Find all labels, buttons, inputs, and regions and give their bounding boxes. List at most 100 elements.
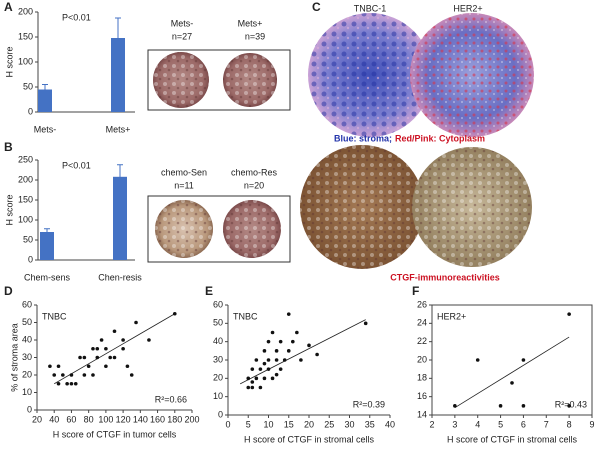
y-tick-label: 26 bbox=[417, 299, 427, 309]
point bbox=[278, 367, 283, 371]
y-tick-label: 10 bbox=[22, 387, 32, 397]
tissue-texture bbox=[412, 147, 532, 267]
point bbox=[147, 338, 151, 342]
x-tick-label: 40 bbox=[49, 414, 59, 424]
x-tick-label: 9 bbox=[589, 419, 594, 429]
y-tick-label: 60 bbox=[22, 299, 32, 309]
point bbox=[262, 349, 267, 353]
error-bar bbox=[115, 17, 121, 58]
x-tick-label: 100 bbox=[98, 414, 113, 424]
annotation: P<0.01 bbox=[62, 160, 91, 170]
point bbox=[307, 343, 311, 348]
image-label: HER2+ bbox=[453, 3, 482, 13]
annotation: R²=0.39 bbox=[353, 399, 385, 409]
histology-a: Mets- n=27 Mets+ n=39 bbox=[147, 18, 291, 111]
tissue-texture bbox=[308, 13, 432, 137]
x-tick-label: 200 bbox=[184, 414, 199, 424]
point bbox=[262, 361, 267, 366]
y-tick-label: 20 bbox=[22, 369, 32, 379]
y-tick-label: 100 bbox=[18, 214, 33, 224]
x-tick-label: 5 bbox=[498, 419, 503, 429]
point bbox=[125, 364, 130, 369]
image-label: n=11 bbox=[174, 180, 194, 190]
point bbox=[52, 373, 57, 377]
image-frame bbox=[147, 49, 291, 111]
error-bar bbox=[44, 228, 50, 236]
y-tick-label: 40 bbox=[213, 336, 223, 346]
image-label: TNBC-1 bbox=[354, 3, 387, 13]
point bbox=[299, 358, 303, 362]
y-tick-label: 50 bbox=[22, 317, 32, 327]
error-bar bbox=[117, 164, 123, 189]
histology-b: chemo-Sen n=11 chemo-Res n=20 bbox=[147, 167, 291, 263]
point bbox=[121, 346, 125, 351]
point bbox=[86, 364, 91, 369]
x-tick-label: 0 bbox=[225, 419, 230, 429]
tissue-texture bbox=[223, 200, 281, 258]
x-tick-label: Mets- bbox=[34, 124, 57, 134]
point bbox=[567, 404, 571, 408]
point bbox=[266, 339, 271, 344]
point bbox=[453, 404, 457, 408]
point bbox=[286, 349, 291, 353]
y-tick-label: 18 bbox=[417, 373, 427, 383]
point bbox=[246, 376, 251, 381]
point bbox=[56, 381, 61, 386]
point bbox=[99, 338, 104, 342]
point bbox=[246, 385, 251, 390]
point bbox=[291, 339, 295, 344]
annotation: R²=0.43 bbox=[555, 399, 587, 409]
x-tick-label: 10 bbox=[263, 419, 273, 429]
point bbox=[95, 346, 100, 351]
y-tick-label: 60 bbox=[213, 299, 223, 309]
trendline bbox=[454, 336, 570, 409]
panel-label: A bbox=[4, 0, 13, 14]
bar bbox=[113, 176, 127, 260]
tissue-texture bbox=[155, 200, 213, 258]
y-tick-label: 0 bbox=[28, 254, 33, 264]
point bbox=[510, 381, 514, 385]
point bbox=[254, 358, 259, 362]
point bbox=[498, 404, 503, 408]
y-tick-label: 0 bbox=[27, 404, 32, 414]
y-axis-label: H score bbox=[4, 46, 14, 77]
y-tick-label: 150 bbox=[18, 31, 33, 41]
point bbox=[56, 364, 61, 369]
x-tick-label: 8 bbox=[567, 419, 572, 429]
y-tick-label: 16 bbox=[417, 391, 427, 401]
image-label: chemo-Res bbox=[231, 167, 278, 177]
image-frame bbox=[147, 195, 291, 263]
error-bar bbox=[42, 84, 48, 95]
x-tick-label: 35 bbox=[365, 419, 375, 429]
tissue-texture bbox=[300, 145, 424, 269]
point bbox=[95, 355, 100, 360]
image-label: Mets- bbox=[171, 18, 194, 28]
point bbox=[258, 385, 263, 390]
bar bbox=[111, 38, 125, 112]
y-tick-label: 14 bbox=[417, 409, 427, 419]
x-tick-label: 20 bbox=[304, 419, 314, 429]
x-tick-label: Chem-sens bbox=[24, 272, 71, 282]
point bbox=[250, 385, 255, 390]
point bbox=[104, 364, 108, 369]
y-tick-label: 50 bbox=[213, 318, 223, 328]
image-label: Mets+ bbox=[238, 18, 263, 28]
subtitle: TNBC bbox=[233, 311, 258, 321]
point bbox=[266, 358, 271, 362]
tissue-texture bbox=[223, 53, 277, 107]
point bbox=[129, 373, 134, 377]
point bbox=[82, 373, 87, 377]
x-tick-label: 4 bbox=[475, 419, 480, 429]
x-tick-label: 25 bbox=[324, 419, 334, 429]
point bbox=[250, 380, 255, 384]
trendline bbox=[239, 319, 366, 385]
point bbox=[274, 358, 279, 362]
y-axis-label: % of stroma area bbox=[9, 323, 19, 392]
point bbox=[262, 376, 267, 381]
x-tick-label: 60 bbox=[66, 414, 76, 424]
x-tick-label: 180 bbox=[167, 414, 182, 424]
point bbox=[521, 404, 526, 408]
point bbox=[266, 367, 271, 371]
point bbox=[363, 321, 368, 326]
